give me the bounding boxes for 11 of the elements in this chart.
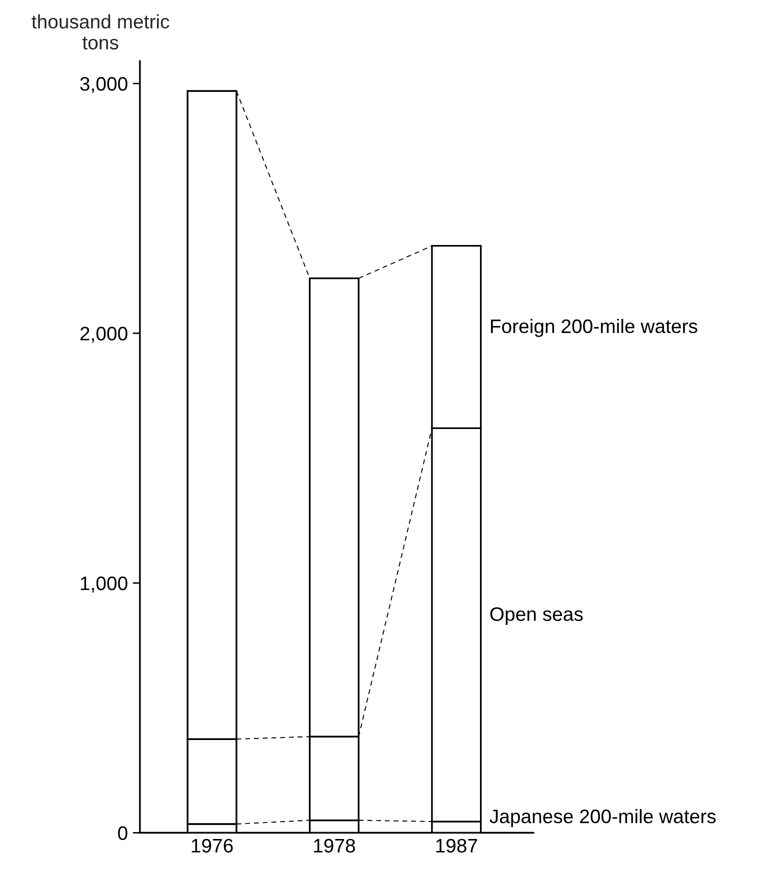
x-tick-label: 1978 — [314, 838, 355, 853]
y-tick-label: 1,000 — [80, 576, 128, 593]
y-tick-label: 2,000 — [80, 326, 128, 343]
series-label: Japanese 200-mile waters — [490, 809, 716, 828]
y-tick-label: 3,000 — [80, 76, 128, 94]
x-tick-label: 1987 — [436, 838, 478, 853]
series-label: Open seas — [490, 607, 583, 625]
y-axis-title: thousand metric tons — [32, 14, 170, 50]
y-tick-label: 0 — [118, 826, 128, 840]
series-label: Foreign 200-mile waters — [490, 318, 698, 338]
x-tick-label: 1976 — [192, 838, 233, 853]
